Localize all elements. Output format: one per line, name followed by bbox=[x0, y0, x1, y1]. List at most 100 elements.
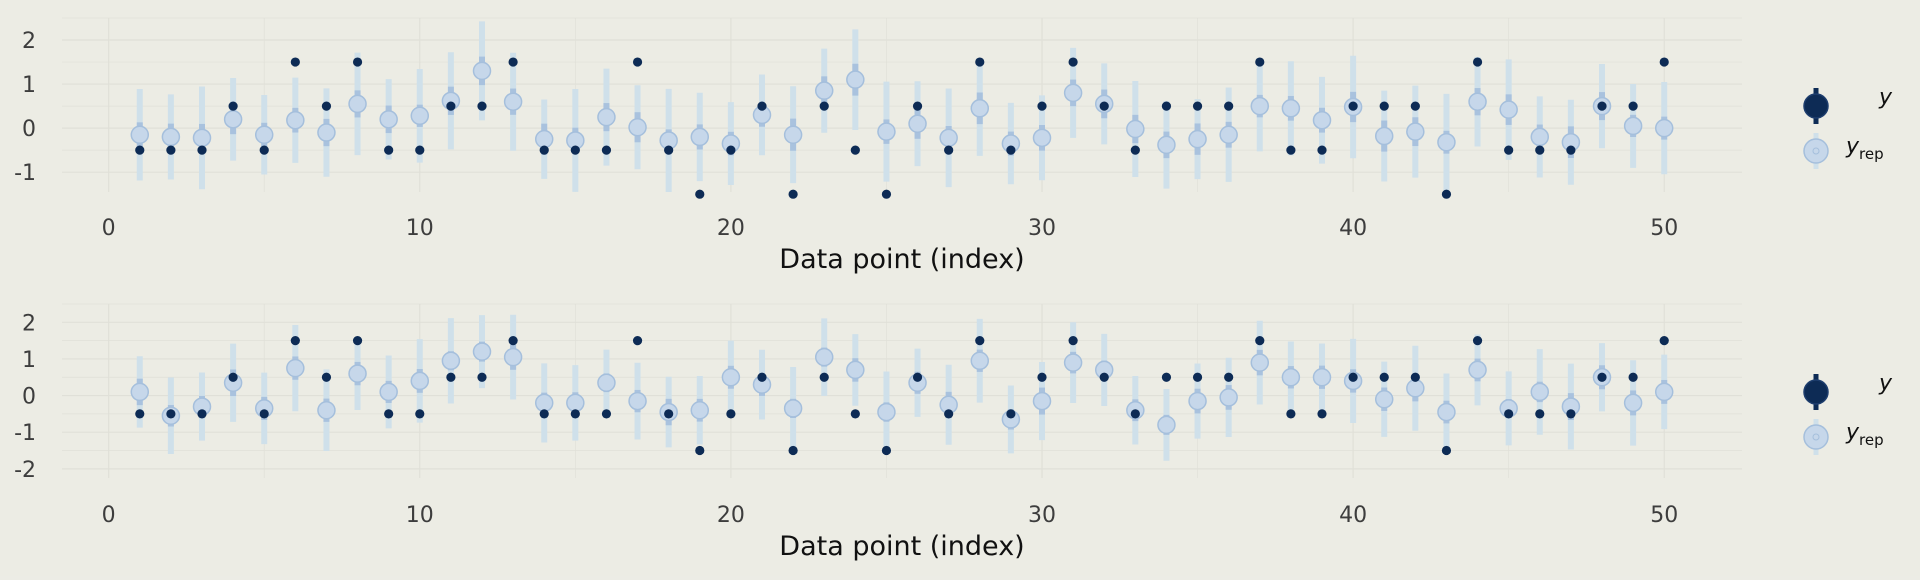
yrep-point bbox=[783, 125, 803, 144]
y-point bbox=[290, 336, 300, 346]
y-point bbox=[1161, 101, 1172, 111]
yrep-point bbox=[317, 400, 336, 420]
yrep-point bbox=[1032, 128, 1052, 148]
x-tick-label: 50 bbox=[1650, 503, 1678, 528]
yrep-point bbox=[286, 110, 305, 130]
x-tick-label: 30 bbox=[1028, 216, 1056, 241]
yrep-point bbox=[286, 358, 305, 378]
yrep-point bbox=[192, 128, 212, 148]
y-point bbox=[1224, 372, 1234, 382]
series-y bbox=[135, 336, 1669, 456]
y-point bbox=[1006, 145, 1016, 155]
yrep-point bbox=[410, 106, 430, 126]
x-tick-label: 10 bbox=[406, 216, 434, 241]
yrep-point bbox=[846, 70, 865, 89]
y-point bbox=[166, 145, 176, 155]
y-point bbox=[1535, 409, 1545, 419]
y-point bbox=[228, 101, 238, 111]
x-axis-title: Data point (index) bbox=[779, 244, 1024, 275]
y-point bbox=[1224, 101, 1234, 111]
yrep-point bbox=[877, 122, 896, 141]
y-point bbox=[1006, 409, 1016, 419]
y-tick-label: -1 bbox=[14, 161, 36, 186]
y-point bbox=[508, 336, 518, 346]
y-point bbox=[1441, 189, 1452, 199]
y-point bbox=[1597, 372, 1607, 382]
y-point bbox=[290, 57, 300, 67]
y-point bbox=[570, 145, 580, 155]
yrep-point bbox=[877, 402, 896, 422]
y-point bbox=[135, 145, 145, 155]
x-tick-label: 10 bbox=[406, 503, 434, 528]
yrep-point bbox=[1530, 382, 1550, 402]
yrep-point bbox=[783, 399, 803, 418]
yrep-point bbox=[441, 351, 461, 371]
yrep-point bbox=[1157, 415, 1176, 435]
y-point bbox=[1348, 101, 1358, 111]
yrep-point bbox=[814, 347, 834, 367]
y-point bbox=[1068, 57, 1078, 67]
y-point bbox=[881, 189, 892, 199]
y-point bbox=[1161, 372, 1172, 382]
yrep-point bbox=[1374, 389, 1394, 409]
y-point bbox=[135, 409, 145, 419]
yrep-point bbox=[1468, 92, 1487, 111]
yrep-point bbox=[503, 347, 523, 367]
y-point bbox=[1659, 336, 1669, 346]
y-point bbox=[477, 372, 487, 382]
yrep-point bbox=[1281, 368, 1301, 387]
y-point bbox=[788, 445, 798, 456]
yrep-point bbox=[846, 360, 865, 380]
y-point bbox=[664, 409, 674, 419]
yrep-point bbox=[566, 393, 585, 413]
y-point bbox=[944, 409, 954, 419]
y-point bbox=[166, 409, 176, 419]
yrep-point bbox=[597, 373, 616, 393]
y-point bbox=[570, 409, 580, 419]
y-point bbox=[695, 445, 705, 456]
yrep-point bbox=[348, 364, 367, 383]
y-point bbox=[1348, 372, 1358, 382]
y-point bbox=[197, 145, 207, 155]
yrep-point bbox=[317, 123, 336, 142]
y-point bbox=[1441, 445, 1452, 456]
legend-yrep-marker-inner bbox=[1812, 147, 1820, 155]
x-tick-label: 20 bbox=[717, 216, 745, 241]
y-point bbox=[321, 101, 332, 111]
grid-lines bbox=[62, 303, 1742, 478]
y-point bbox=[632, 57, 643, 67]
y-point bbox=[1410, 372, 1420, 382]
y-point bbox=[850, 145, 860, 155]
legend-yrep-marker-inner bbox=[1812, 433, 1820, 441]
y-point bbox=[695, 189, 705, 199]
yrep-point bbox=[1219, 388, 1238, 407]
series-y bbox=[135, 57, 1669, 199]
yrep-point bbox=[410, 371, 430, 391]
y-point bbox=[197, 409, 207, 419]
y-point bbox=[1628, 372, 1638, 382]
yrep-point bbox=[534, 393, 554, 413]
y-point bbox=[757, 101, 767, 111]
y-point bbox=[1379, 372, 1389, 382]
yrep-point bbox=[1032, 391, 1052, 411]
y-point bbox=[539, 409, 549, 419]
y-point bbox=[352, 336, 363, 346]
yrep-point bbox=[1499, 100, 1518, 119]
y-point bbox=[1504, 145, 1514, 155]
x-tick-label: 20 bbox=[717, 503, 745, 528]
y-point bbox=[446, 372, 456, 382]
y-point bbox=[384, 145, 394, 155]
legend-yrep-label: yrep bbox=[1845, 420, 1884, 449]
yrep-point bbox=[348, 94, 367, 114]
y-point bbox=[1255, 336, 1265, 346]
y-point bbox=[664, 145, 674, 155]
legend-y-marker bbox=[1803, 379, 1829, 405]
yrep-point bbox=[1063, 353, 1083, 372]
legend-y-marker bbox=[1803, 93, 1829, 119]
y-tick-label: -1 bbox=[14, 421, 36, 446]
y-point bbox=[1130, 409, 1140, 419]
